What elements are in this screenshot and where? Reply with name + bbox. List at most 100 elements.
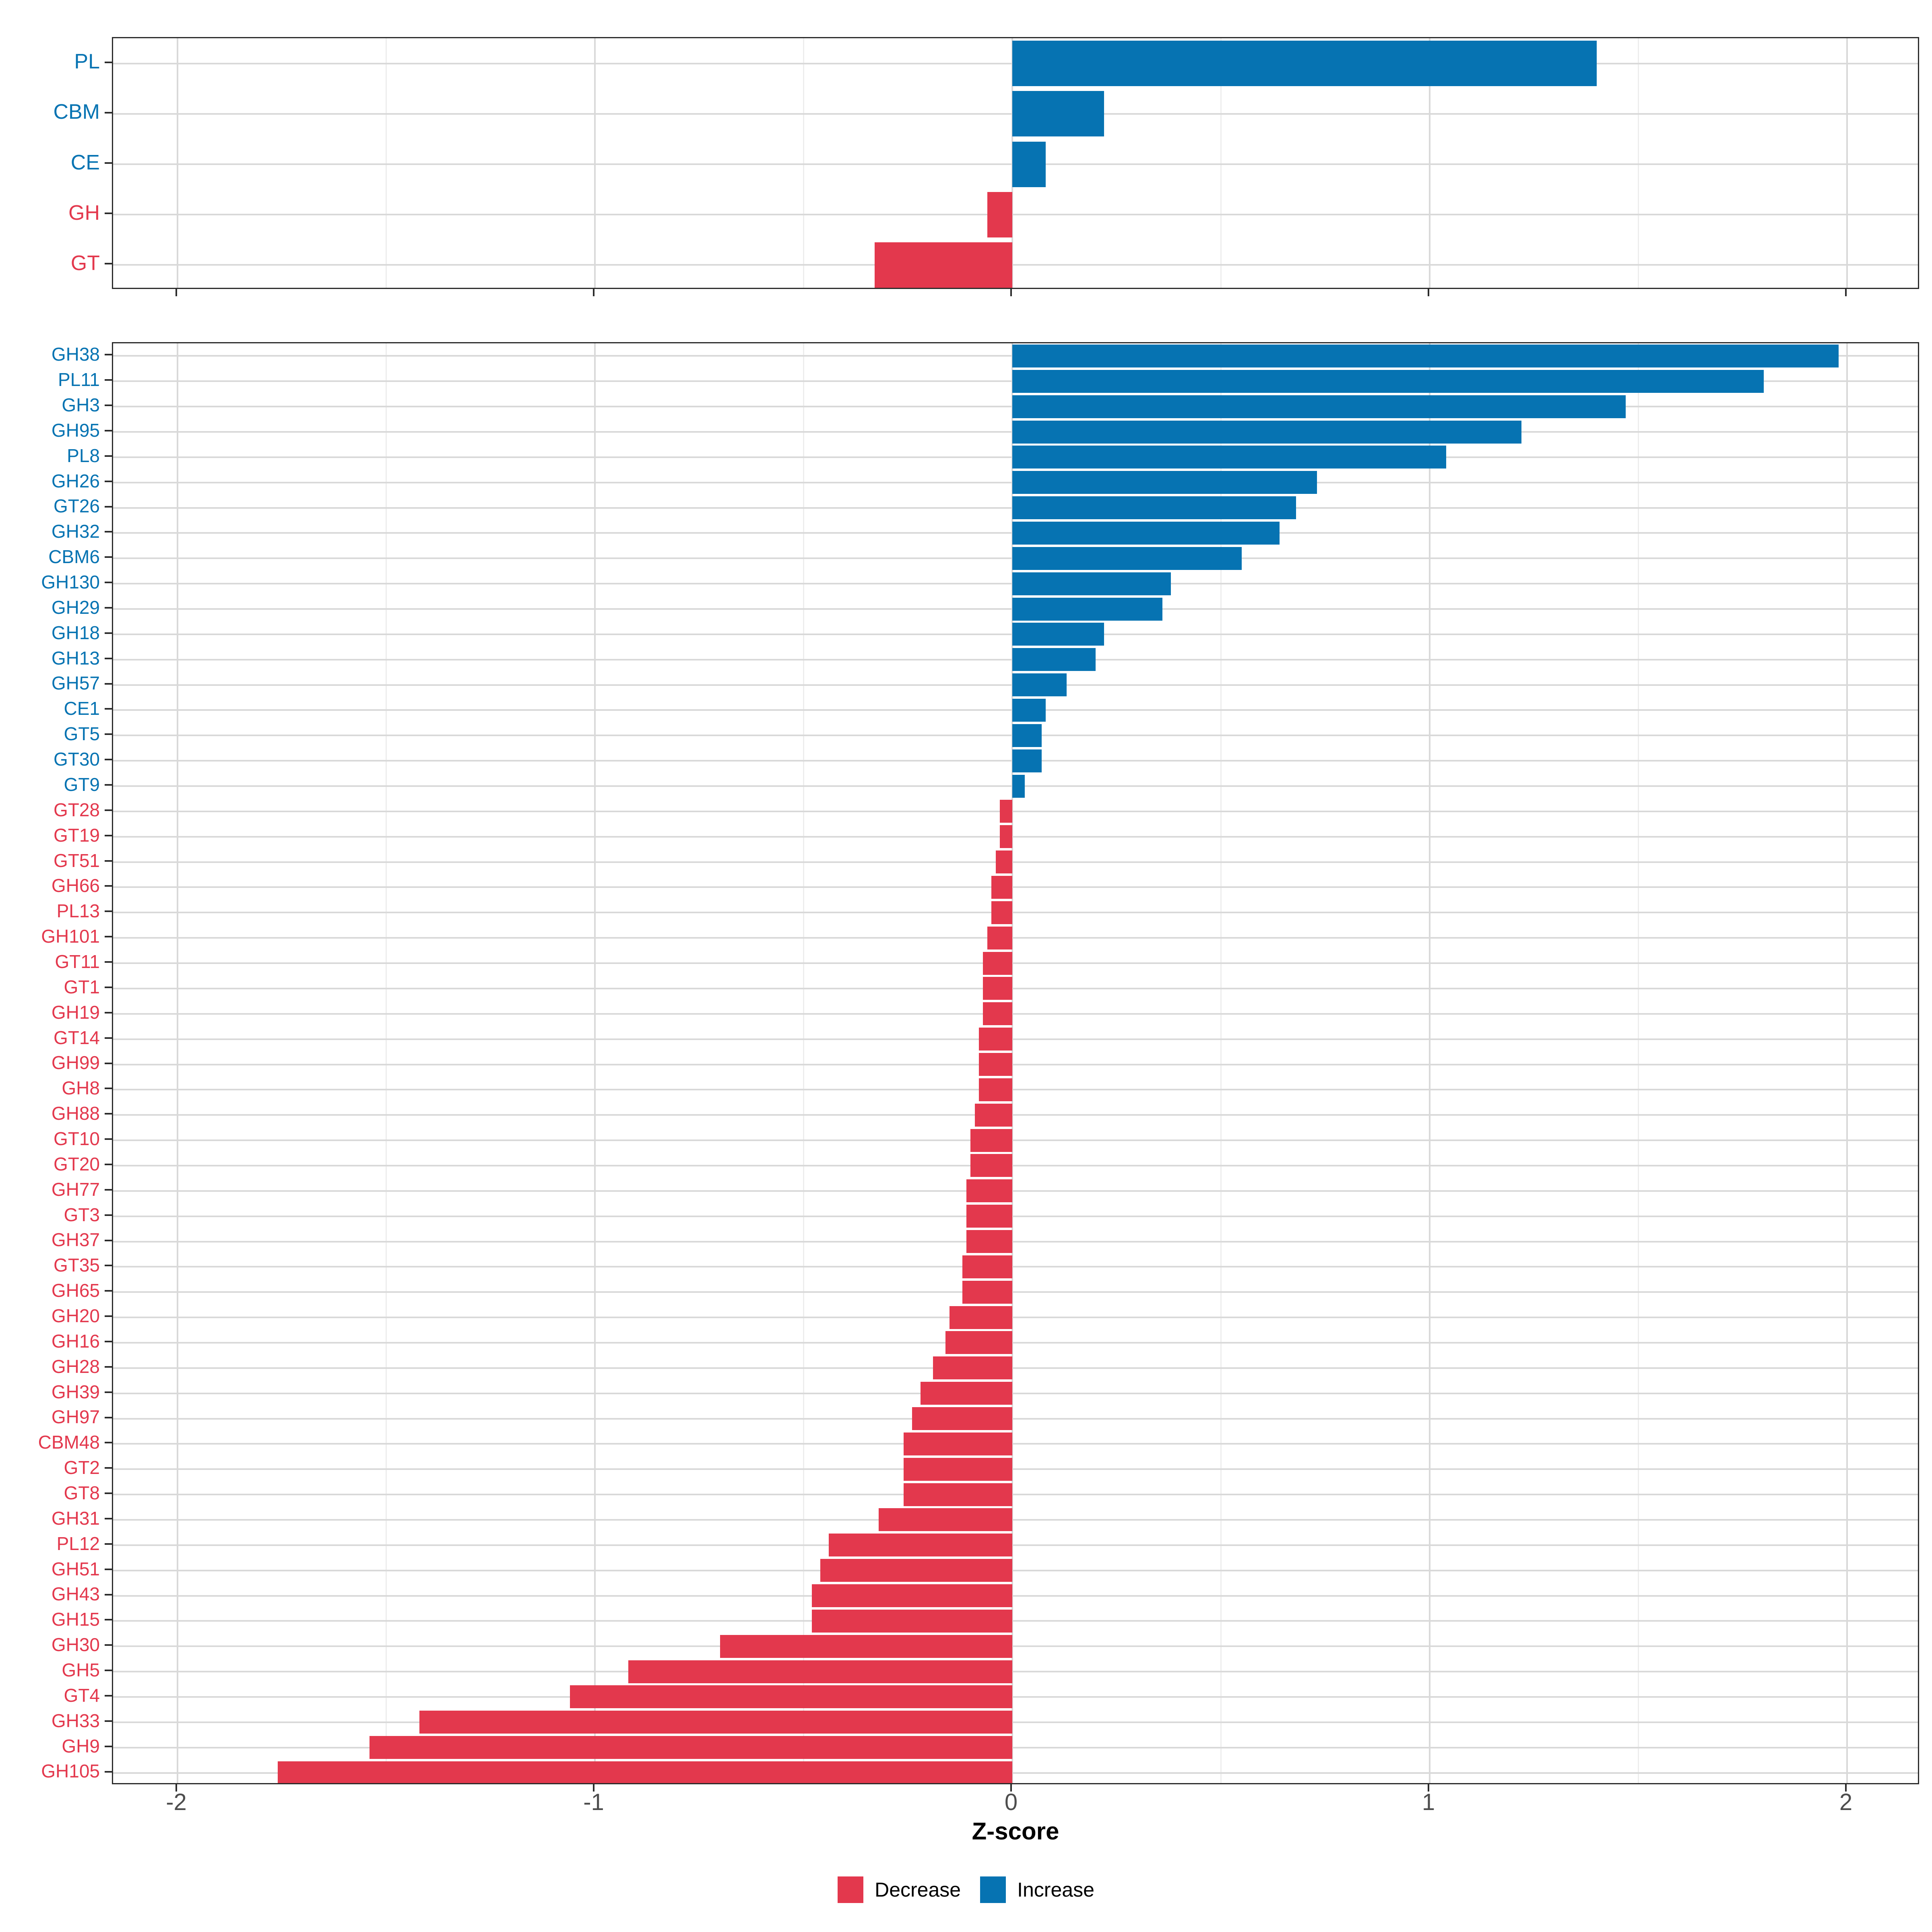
y-tick: [105, 430, 112, 431]
bar: [999, 800, 1012, 823]
row-gridline: [113, 1443, 1918, 1445]
bar: [1012, 41, 1597, 86]
category-label: GH33: [51, 1710, 100, 1731]
family-panel: [112, 37, 1919, 289]
gridline-major: [1846, 38, 1848, 288]
y-tick: [105, 1568, 112, 1570]
y-tick: [105, 759, 112, 761]
y-tick: [105, 1113, 112, 1115]
category-label: GT30: [53, 749, 100, 770]
category-label: GH65: [51, 1280, 100, 1301]
bar: [1012, 699, 1046, 722]
y-tick: [105, 1340, 112, 1342]
category-label: GH57: [51, 673, 100, 694]
row-gridline: [113, 1671, 1918, 1673]
bar: [1012, 749, 1042, 772]
category-label: GH19: [51, 1001, 100, 1023]
bar: [369, 1736, 1012, 1759]
x-tick: [1010, 289, 1012, 296]
bar: [1012, 775, 1025, 798]
category-label: GH105: [41, 1761, 100, 1782]
category-label: GT3: [64, 1204, 100, 1225]
y-tick: [105, 784, 112, 786]
category-label: GT: [70, 251, 100, 275]
category-label: GH39: [51, 1381, 100, 1402]
category-label: GH37: [51, 1229, 100, 1251]
y-tick: [105, 632, 112, 634]
bar: [1012, 446, 1447, 469]
category-label: PL11: [58, 369, 100, 390]
gridline-minor: [386, 38, 387, 288]
category-label: GT4: [64, 1684, 100, 1706]
category-label: GH18: [51, 622, 100, 643]
y-tick: [105, 607, 112, 609]
bar: [570, 1685, 1012, 1708]
category-label: CE1: [64, 698, 100, 719]
y-tick: [105, 1695, 112, 1697]
row-gridline: [113, 1291, 1918, 1293]
gridline-minor: [1638, 38, 1639, 288]
row-gridline: [113, 836, 1918, 838]
bar: [812, 1610, 1012, 1633]
bar: [1012, 522, 1280, 545]
bar: [995, 850, 1012, 873]
category-label: GT5: [64, 723, 100, 745]
y-tick: [105, 1467, 112, 1469]
category-label: GT11: [55, 951, 100, 972]
bar: [979, 1028, 1012, 1051]
category-label: GH77: [51, 1179, 100, 1200]
bar: [828, 1534, 1012, 1556]
bar: [999, 825, 1012, 848]
row-gridline: [113, 1038, 1918, 1040]
gridline-major: [1429, 343, 1430, 1783]
gridline-minor: [1220, 343, 1222, 1783]
category-label: GH9: [62, 1735, 100, 1757]
row-gridline: [113, 214, 1918, 216]
y-tick: [105, 582, 112, 584]
category-label: GH13: [51, 647, 100, 669]
category-label: GH26: [51, 470, 100, 491]
bar: [987, 927, 1012, 949]
row-gridline: [113, 1696, 1918, 1698]
row-gridline: [113, 810, 1918, 812]
row-gridline: [113, 1494, 1918, 1496]
bar: [991, 876, 1012, 899]
category-label: GH66: [51, 875, 100, 896]
category-label: PL: [74, 50, 100, 74]
y-tick: [105, 111, 112, 114]
row-gridline: [113, 1215, 1918, 1217]
y-tick: [105, 910, 112, 912]
bar: [1012, 421, 1522, 444]
y-tick: [105, 657, 112, 659]
category-label: GH43: [51, 1583, 100, 1605]
bar: [979, 1053, 1012, 1076]
x-tick: [1845, 289, 1847, 296]
row-gridline: [113, 1190, 1918, 1192]
bar: [1012, 91, 1104, 136]
y-tick: [105, 936, 112, 938]
bar: [1012, 623, 1104, 646]
y-tick: [105, 455, 112, 457]
legend-item-decrease: Decrease: [838, 1876, 961, 1903]
row-gridline: [113, 987, 1918, 989]
gridline-minor: [803, 38, 804, 288]
row-gridline: [113, 962, 1918, 964]
row-gridline: [113, 1418, 1918, 1420]
y-tick: [105, 961, 112, 963]
category-label: GH15: [51, 1609, 100, 1630]
category-label: GT20: [53, 1153, 100, 1174]
y-tick: [105, 885, 112, 887]
y-tick: [105, 1265, 112, 1267]
bar: [419, 1711, 1012, 1734]
category-label: PL12: [56, 1533, 100, 1554]
row-gridline: [113, 1367, 1918, 1369]
bar: [966, 1179, 1012, 1202]
category-label: GH32: [51, 521, 100, 542]
row-gridline: [113, 912, 1918, 914]
row-gridline: [113, 861, 1918, 863]
bar: [987, 192, 1012, 237]
bar: [1012, 471, 1317, 494]
category-label: GH88: [51, 1103, 100, 1124]
y-tick: [105, 263, 112, 265]
y-tick: [105, 556, 112, 558]
